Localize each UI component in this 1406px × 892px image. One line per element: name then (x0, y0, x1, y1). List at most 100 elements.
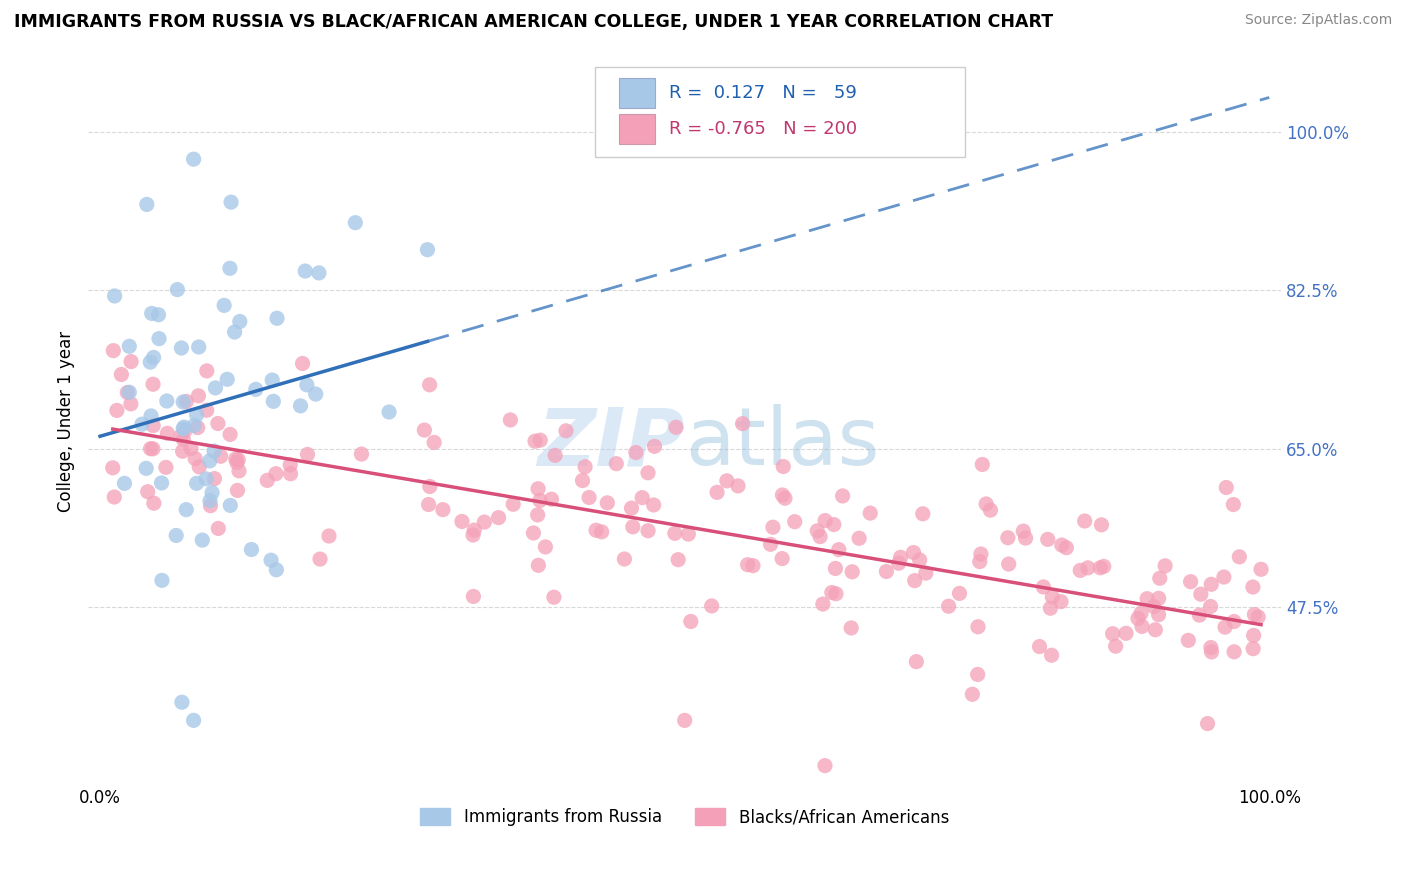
Point (309, 552, 332, 566)
Point (245, 383, 267, 397)
Point (226, 452, 249, 467)
Point (1050, 595, 1073, 609)
Point (969, 555, 991, 569)
Point (266, 311, 288, 326)
Point (770, 551, 793, 566)
Point (142, 377, 165, 392)
Point (773, 491, 796, 506)
Point (1213, 620, 1236, 634)
Point (1073, 514, 1095, 528)
Point (1197, 716, 1219, 731)
Point (1126, 611, 1149, 625)
Point (1201, 645, 1223, 659)
Point (1223, 849, 1246, 863)
Point (905, 655, 928, 669)
Point (839, 621, 862, 635)
Point (814, 758, 837, 772)
Point (1050, 538, 1073, 552)
Point (432, 502, 454, 516)
Point (1212, 570, 1234, 584)
Point (165, 528, 187, 542)
Point (488, 510, 510, 524)
Point (1215, 481, 1237, 495)
Point (188, 459, 211, 474)
Point (350, 447, 373, 461)
Point (1090, 517, 1112, 532)
Point (174, 502, 197, 516)
Point (529, 433, 551, 447)
Point (212, 298, 235, 312)
Point (209, 450, 232, 464)
Point (859, 506, 882, 520)
Point (543, 591, 565, 605)
Point (665, 420, 688, 434)
Point (875, 565, 897, 579)
Point (624, 445, 647, 459)
Text: R = -0.765   N = 200: R = -0.765 N = 200 (669, 120, 858, 138)
Point (207, 417, 229, 431)
Point (499, 413, 522, 427)
Point (1250, 562, 1272, 576)
Point (423, 435, 446, 450)
Point (1227, 549, 1250, 564)
Point (1223, 645, 1246, 659)
Point (139, 355, 162, 369)
Point (204, 381, 226, 395)
Point (824, 561, 846, 575)
Point (172, 395, 194, 409)
Point (544, 448, 567, 462)
Point (825, 587, 848, 601)
Point (217, 372, 239, 386)
Point (962, 687, 984, 701)
Point (229, 314, 252, 328)
Point (585, 523, 607, 537)
Point (184, 451, 207, 466)
Point (759, 537, 782, 551)
Point (673, 714, 696, 728)
Point (118, 385, 141, 400)
Point (1090, 561, 1112, 575)
Point (972, 458, 994, 472)
Point (848, 531, 870, 545)
Point (1189, 587, 1212, 601)
Point (413, 423, 436, 437)
Point (821, 585, 844, 599)
Legend: Immigrants from Russia, Blacks/African Americans: Immigrants from Russia, Blacks/African A… (420, 808, 949, 826)
Point (120, 397, 142, 411)
Point (1188, 608, 1211, 623)
Point (1143, 599, 1166, 614)
Point (1241, 580, 1264, 594)
Point (104, 289, 127, 303)
Point (198, 454, 221, 468)
Point (195, 472, 218, 486)
Point (1243, 628, 1265, 642)
Point (890, 550, 912, 565)
Point (814, 514, 837, 528)
Text: IMMIGRANTS FROM RUSSIA VS BLACK/AFRICAN AMERICAN COLLEGE, UNDER 1 YEAR CORRELATI: IMMIGRANTS FROM RUSSIA VS BLACK/AFRICAN … (14, 13, 1053, 31)
Point (170, 695, 193, 709)
Point (578, 491, 600, 505)
Point (974, 497, 997, 511)
Point (226, 483, 249, 498)
Point (183, 418, 205, 433)
Point (1223, 615, 1246, 629)
Point (141, 306, 163, 320)
Point (172, 444, 194, 458)
Point (266, 563, 288, 577)
Point (666, 552, 689, 566)
Point (637, 466, 659, 480)
Point (1180, 574, 1202, 589)
Point (742, 558, 765, 573)
Point (264, 467, 287, 481)
Point (219, 499, 242, 513)
Point (156, 394, 179, 409)
Point (110, 368, 132, 382)
Point (613, 552, 636, 566)
Point (207, 521, 229, 535)
Point (631, 491, 654, 505)
Point (555, 424, 578, 438)
Point (828, 542, 851, 557)
Point (841, 565, 863, 579)
Y-axis label: College, Under 1 year: College, Under 1 year (58, 331, 75, 512)
Point (1136, 591, 1159, 606)
